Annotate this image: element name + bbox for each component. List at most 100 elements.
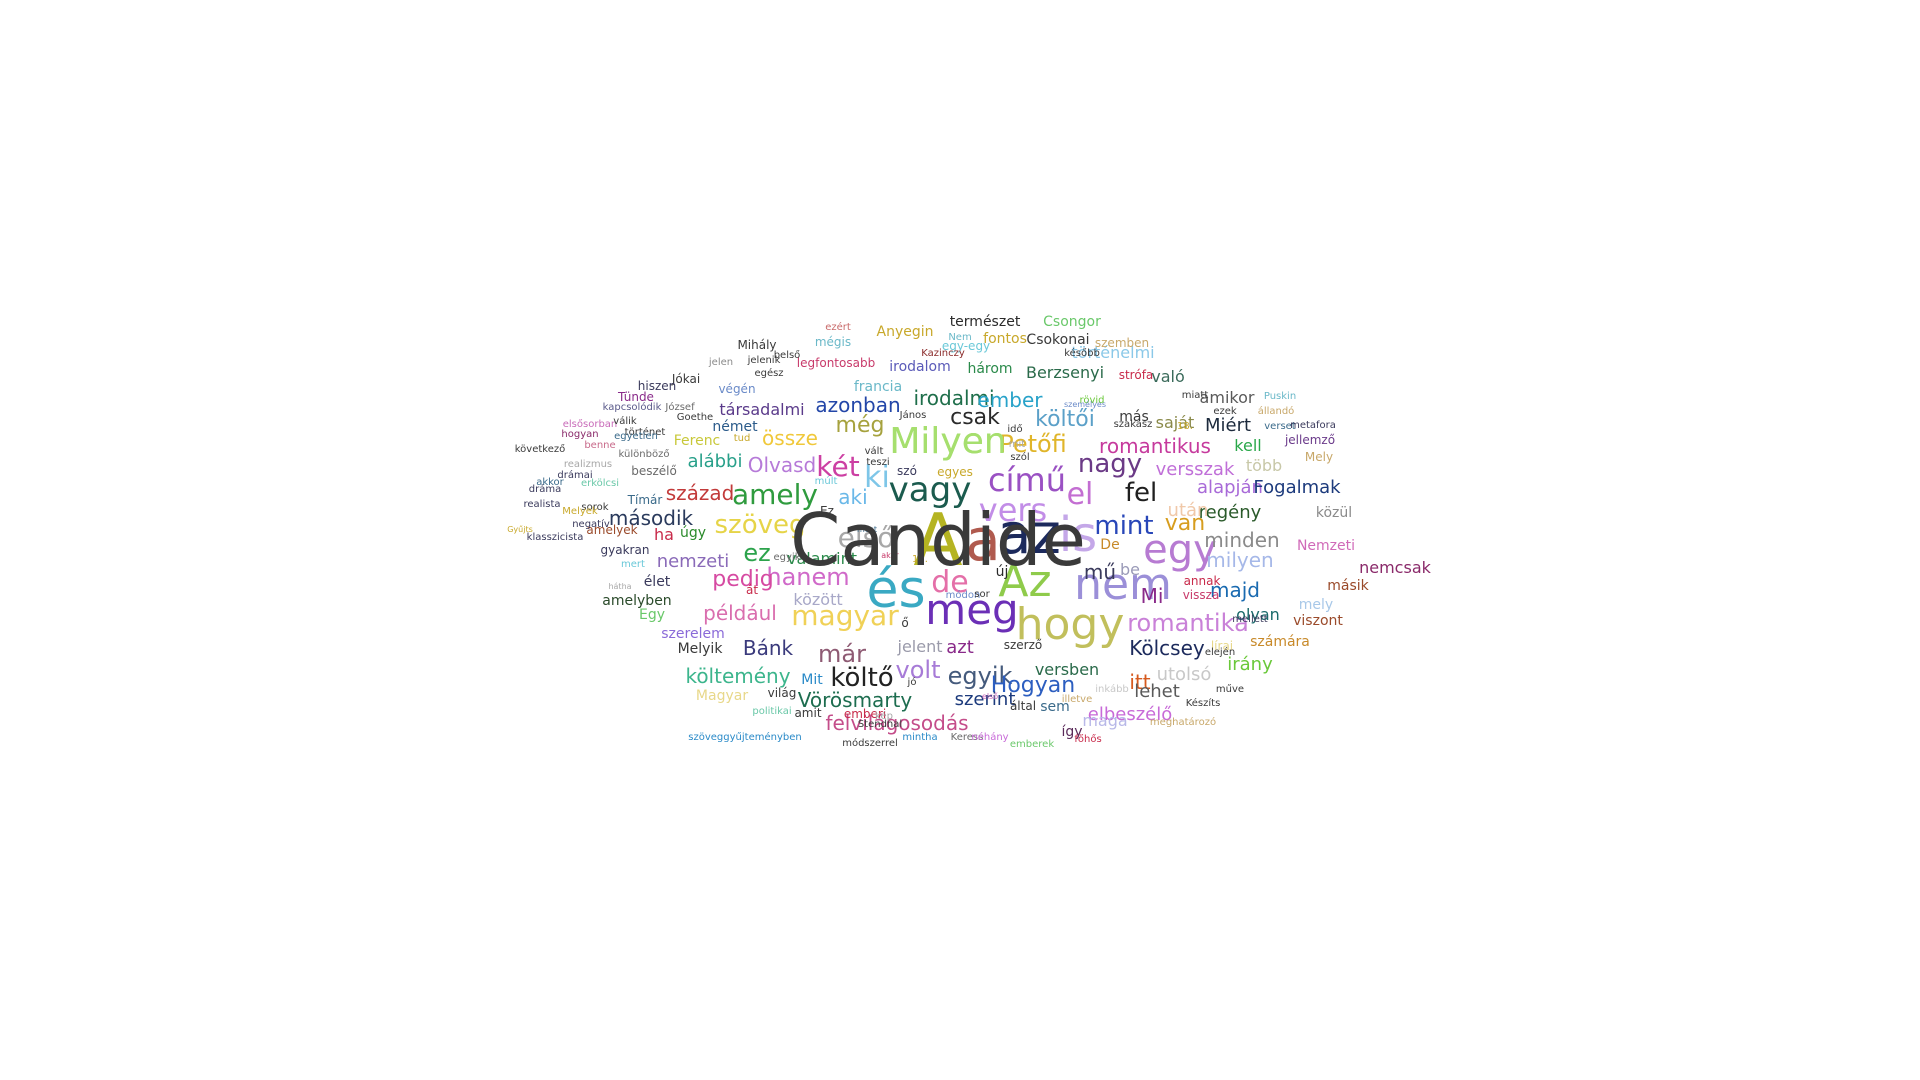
cloud-word: válik [613, 416, 637, 427]
cloud-word: felvilágosodás [825, 711, 969, 735]
cloud-word: realizmus [563, 459, 613, 470]
cloud-word: mely [1298, 597, 1334, 613]
cloud-word: valamint [787, 549, 857, 568]
cloud-word: minden [1204, 528, 1280, 552]
cloud-word: romantika [1127, 609, 1249, 637]
cloud-word: ezért [825, 322, 851, 333]
cloud-word: most [857, 525, 877, 534]
cloud-word: francia [853, 379, 903, 395]
cloud-word: után [1167, 500, 1209, 521]
cloud-word: be [1120, 560, 1140, 579]
cloud-word: lírai [1210, 639, 1234, 653]
cloud-word: kell [1234, 436, 1262, 455]
cloud-word: mert [621, 559, 645, 570]
cloud-word: első [981, 692, 999, 701]
cloud-word: inkább [1095, 684, 1129, 695]
cloud-word: Keress [950, 732, 984, 743]
cloud-word: dráma [528, 484, 562, 495]
cloud-word: viszont [1293, 613, 1343, 629]
cloud-word: egész [754, 368, 784, 379]
cloud-word: amit [794, 706, 822, 720]
cloud-word: akár [881, 551, 899, 560]
cloud-word: állandó [1257, 406, 1295, 417]
cloud-word: Olvasd [747, 453, 817, 477]
cloud-word: Mit [801, 672, 823, 688]
cloud-word: Fogalmak [1253, 477, 1341, 498]
cloud-word: rövid [1079, 395, 1105, 406]
cloud-word: úgy [679, 525, 707, 541]
cloud-word: Tímár [627, 493, 663, 507]
cloud-word: jelent [897, 637, 943, 656]
cloud-word: új [995, 564, 1009, 580]
cloud-word: történet [624, 427, 666, 438]
cloud-word: által [1009, 699, 1037, 713]
cloud-word: jelenik [747, 355, 781, 366]
cloud-word: az [997, 502, 1061, 567]
cloud-word: személyes [1063, 400, 1107, 409]
cloud-word: össze [762, 426, 818, 450]
cloud-word: mint [1094, 511, 1154, 541]
cloud-word: amelyben [602, 593, 672, 609]
cloud-word: vagy [888, 470, 972, 510]
cloud-word: fel [1124, 478, 1158, 508]
cloud-word: csak [950, 405, 1000, 430]
cloud-word: egy-egy [941, 339, 991, 353]
cloud-word: hanem [766, 563, 850, 591]
cloud-word: Magyar [695, 688, 749, 704]
cloud-word: szöveg [714, 510, 806, 540]
cloud-word: közül [1315, 505, 1353, 521]
cloud-word: mit [1008, 439, 1026, 450]
cloud-word: A [913, 498, 963, 582]
cloud-word: ki [864, 460, 890, 495]
cloud-word: ő [901, 616, 909, 630]
cloud-word: is [1058, 507, 1098, 563]
cloud-word: szerint [954, 689, 1016, 710]
cloud-word: még [835, 413, 885, 438]
cloud-word: mű [1083, 560, 1117, 584]
cloud-word: alábbi [687, 451, 743, 472]
cloud-word: mégis [814, 335, 852, 349]
cloud-word: jelen [708, 357, 734, 368]
cloud-word: jó [907, 677, 917, 688]
cloud-word: elsősorban [562, 419, 618, 430]
cloud-word: olyan [1236, 605, 1280, 624]
cloud-word: meg [925, 585, 1019, 634]
cloud-word: pedig [712, 567, 774, 592]
cloud-word: kép [875, 711, 893, 722]
cloud-word: verset [1264, 421, 1296, 432]
cloud-word: negatív [572, 519, 610, 530]
cloud-word: egyik [947, 662, 1013, 690]
cloud-word: János [899, 410, 927, 421]
cloud-word: majd [1210, 578, 1260, 602]
cloud-word: egyik [773, 552, 801, 563]
cloud-word: versben [1034, 660, 1100, 679]
cloud-word: de [931, 565, 969, 600]
cloud-word: aki [838, 485, 868, 509]
cloud-word: 19. [912, 554, 928, 565]
cloud-word: különböző [618, 449, 670, 460]
cloud-word: néhány [971, 732, 1009, 743]
cloud-word: módon [945, 590, 981, 601]
cloud-word: Vörösmarty [797, 688, 913, 712]
cloud-word: meghatározó [1149, 717, 1217, 728]
cloud-word: század [665, 481, 735, 505]
cloud-word: szemben [1094, 336, 1150, 350]
cloud-word: amikor [1199, 388, 1255, 407]
cloud-word: illetve [1061, 694, 1093, 705]
cloud-word: De [1100, 537, 1120, 553]
cloud-word: más [1119, 409, 1149, 425]
cloud-word: Készíts [1185, 698, 1221, 709]
cloud-word: Mihály [737, 338, 777, 352]
cloud-word: saját [1155, 413, 1195, 432]
cloud-word: nemzeti [656, 551, 730, 572]
cloud-word: Melyik [677, 641, 723, 657]
cloud-word: erkölcsi [580, 478, 620, 489]
cloud-word: romantikus [1099, 434, 1211, 458]
cloud-word: hogyan [561, 429, 599, 440]
cloud-word: hátha [608, 582, 632, 591]
cloud-word: realista [523, 499, 561, 510]
cloud-word: sem [1040, 699, 1070, 715]
cloud-word: másik [1327, 578, 1369, 594]
cloud-word: három [967, 361, 1013, 377]
cloud-word: legfontosabb [796, 356, 876, 370]
